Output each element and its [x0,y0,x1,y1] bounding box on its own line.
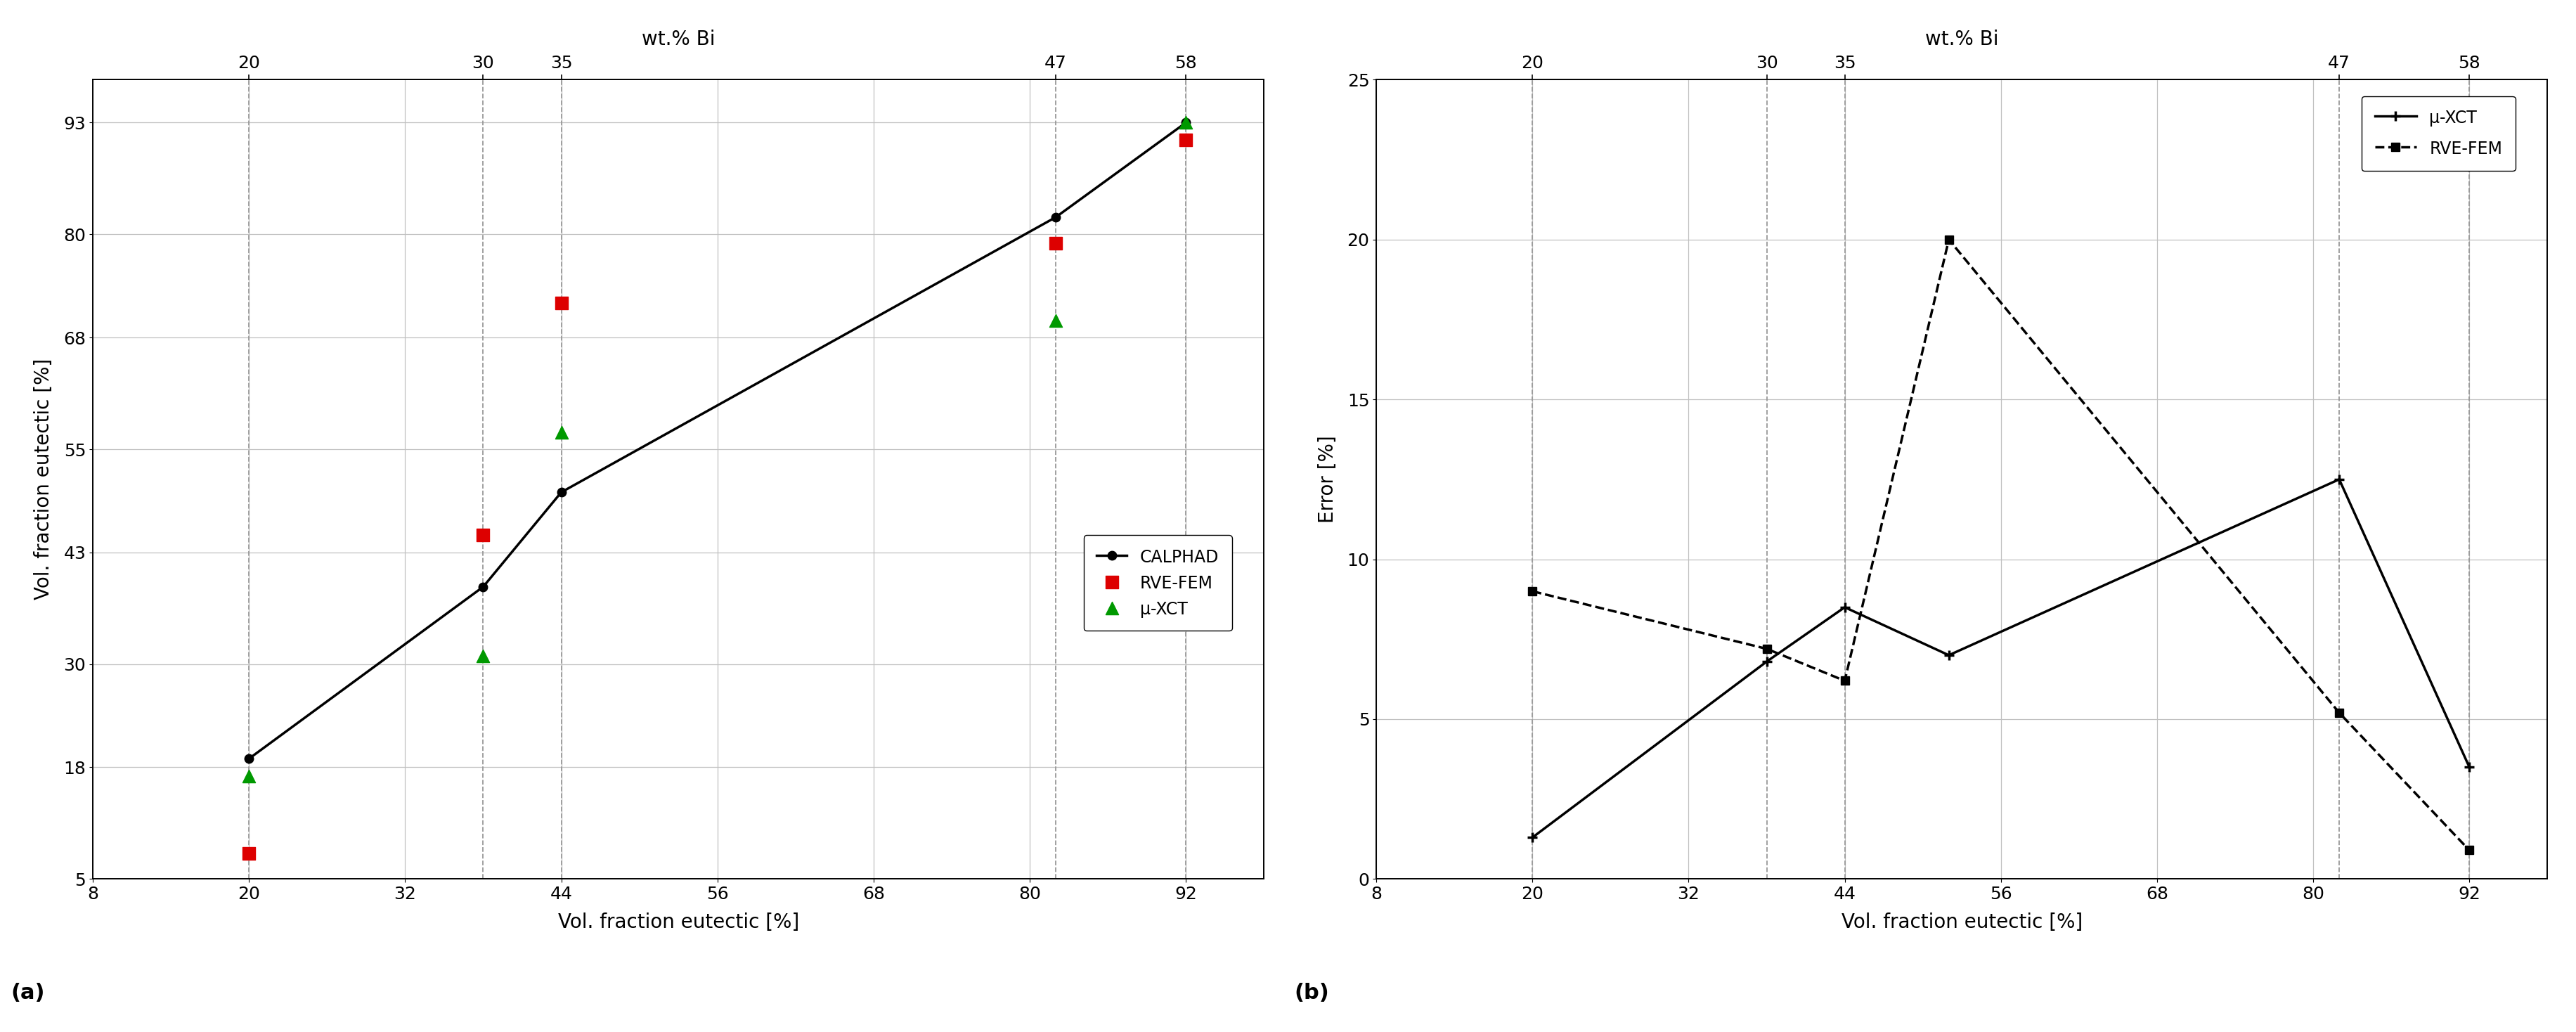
X-axis label: Vol. fraction eutectic [%]: Vol. fraction eutectic [%] [556,912,799,932]
μ-XCT [2452,761,2483,773]
RVE-FEM [464,527,505,544]
μ-XCT [229,768,270,784]
X-axis label: wt.% Bi: wt.% Bi [1924,29,1999,49]
μ-XCT [541,424,582,441]
CALPHAD [1170,117,1200,129]
Legend: CALPHAD, RVE-FEM, μ-XCT: CALPHAD, RVE-FEM, μ-XCT [1084,535,1231,631]
Y-axis label: Vol. fraction eutectic [%]: Vol. fraction eutectic [%] [33,359,54,600]
Y-axis label: Error [%]: Error [%] [1316,436,1337,523]
RVE-FEM [229,845,270,862]
CALPHAD [1041,211,1072,223]
Legend: μ-XCT, RVE-FEM: μ-XCT, RVE-FEM [2360,96,2514,171]
RVE-FEM [1752,643,1783,655]
μ-XCT [1932,649,1963,662]
μ-XCT [1164,115,1206,131]
μ-XCT [1829,601,1860,613]
Text: (a): (a) [10,982,44,1003]
Text: (b): (b) [1293,982,1329,1003]
CALPHAD [546,486,577,498]
RVE-FEM [541,295,582,312]
μ-XCT [2324,473,2354,485]
X-axis label: wt.% Bi: wt.% Bi [641,29,716,49]
Line: RVE-FEM: RVE-FEM [1528,235,2473,854]
RVE-FEM [1932,233,1963,246]
Line: μ-XCT: μ-XCT [1528,475,2473,842]
μ-XCT [1036,312,1077,328]
μ-XCT [1517,831,1548,843]
μ-XCT [464,647,505,664]
CALPHAD [234,752,265,765]
RVE-FEM [1517,585,1548,598]
RVE-FEM [1036,234,1077,251]
RVE-FEM [2324,707,2354,719]
RVE-FEM [1164,132,1206,149]
X-axis label: Vol. fraction eutectic [%]: Vol. fraction eutectic [%] [1842,912,2081,932]
μ-XCT [1752,655,1783,668]
RVE-FEM [2452,844,2483,857]
RVE-FEM [1829,675,1860,687]
CALPHAD [469,581,500,593]
Line: CALPHAD: CALPHAD [245,119,1190,763]
